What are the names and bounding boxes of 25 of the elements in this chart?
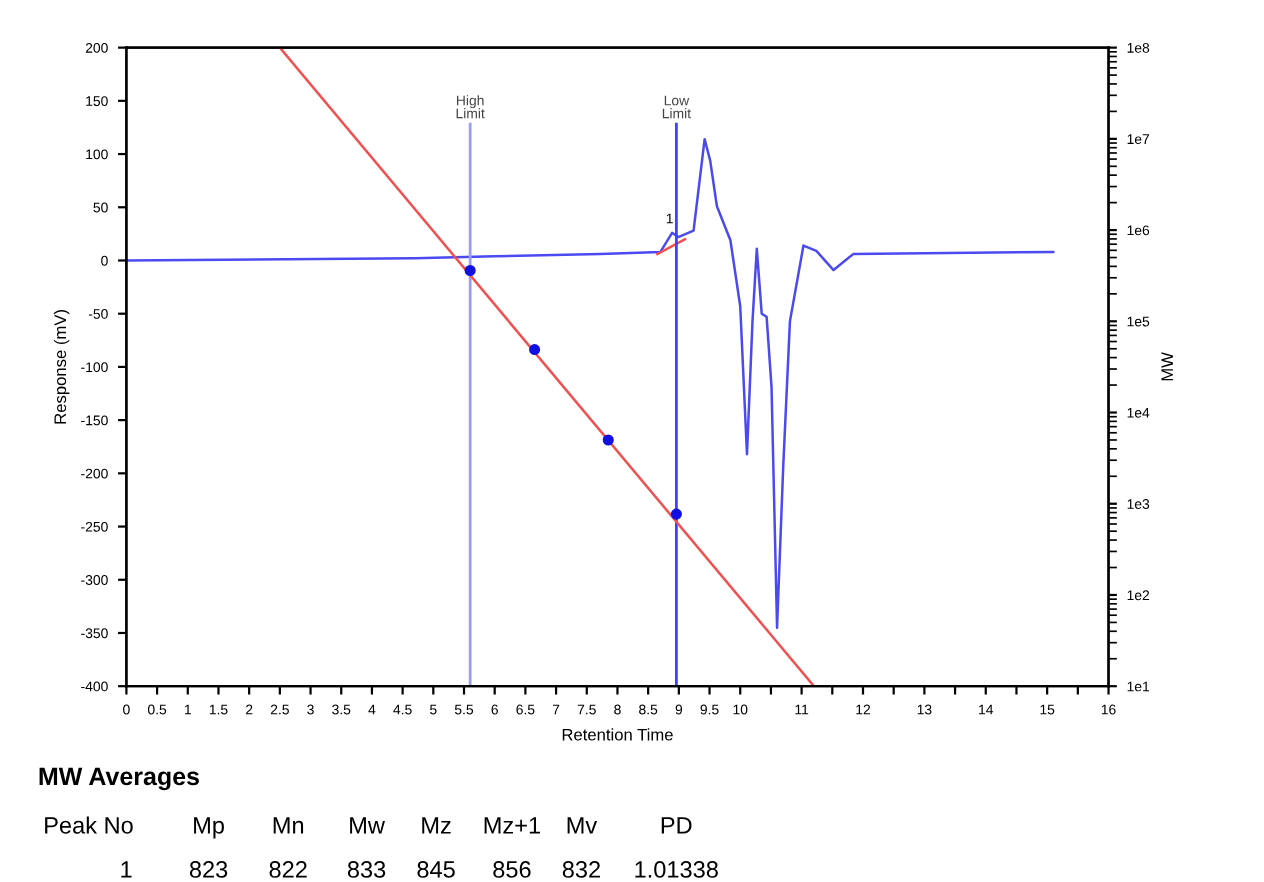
text: Mn	[273, 817, 304, 834]
text: 823	[189, 861, 228, 878]
text: 856	[493, 861, 531, 878]
text: Peak No	[45, 816, 133, 834]
text: 833	[347, 861, 386, 878]
point	[464, 265, 476, 277]
text: MW Averages	[39, 767, 199, 791]
y2-axis-title: MW	[1161, 352, 1173, 381]
text: Mz+1	[484, 817, 540, 834]
point	[602, 434, 614, 446]
line-series	[126, 137, 1055, 629]
text: Mv	[567, 817, 598, 834]
x-axis-title: Retention Time	[562, 728, 673, 741]
text: 822	[269, 861, 307, 878]
text: Mp	[194, 817, 224, 839]
point	[529, 344, 541, 356]
text: 845	[417, 861, 455, 878]
text: Mw	[350, 817, 385, 834]
y-axis-title: Response (mV)	[53, 310, 70, 424]
text: 1	[121, 861, 132, 878]
text: 1.01338	[635, 861, 718, 878]
text: Mz	[422, 817, 451, 834]
point	[670, 508, 682, 520]
text: 832	[562, 861, 600, 878]
text: PD	[661, 817, 692, 834]
